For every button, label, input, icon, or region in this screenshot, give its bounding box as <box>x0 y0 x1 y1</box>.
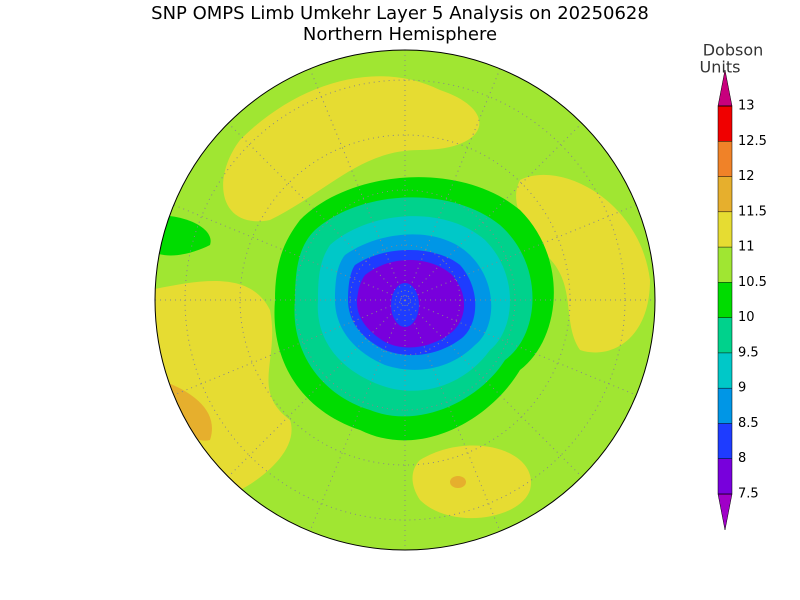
colorbar-tick-label: 11 <box>738 240 755 255</box>
ozone-field <box>155 50 655 550</box>
colorbar-band <box>718 176 732 212</box>
colorbar-tick-label: 9.5 <box>738 345 759 360</box>
colorbar-tick-label: 10 <box>738 310 755 325</box>
colorbar-band <box>718 352 732 389</box>
colorbar-band <box>718 282 732 318</box>
colorbar-tick-label: 7.5 <box>738 487 759 502</box>
colorbar-band <box>718 247 732 283</box>
colorbar-band <box>718 211 732 248</box>
colorbar-band <box>718 458 732 494</box>
colorbar-band <box>718 317 732 353</box>
colorbar-tick-label: 8 <box>738 451 746 466</box>
colorbar-tick-label: 13 <box>738 99 755 114</box>
subtitle: Northern Hemisphere <box>303 24 497 45</box>
field-high <box>412 445 531 519</box>
colorbar-band <box>718 106 732 142</box>
map-border <box>154 49 656 551</box>
colorbar-band <box>718 423 732 459</box>
meridian <box>155 50 655 550</box>
colorbar-tick-label: 9 <box>738 381 746 396</box>
colorbar: 7.5 8 8.5 9 9.5 10 10.5 11 11.5 12 12.5 13 <box>717 69 767 531</box>
field-high <box>516 174 650 353</box>
colorbar-label: Dobson <box>703 41 764 60</box>
field-higher <box>450 476 466 488</box>
title: SNP OMPS Limb Umkehr Layer 5 Analysis on… <box>151 3 649 24</box>
colorbar-tick-label: 8.5 <box>738 416 759 431</box>
colorbar-extension <box>717 493 733 531</box>
colorbar-tick-label: 12 <box>738 169 755 184</box>
colorbar-tick-label: 12.5 <box>738 134 767 149</box>
colorbar-band <box>718 141 732 177</box>
colorbar-label: Units <box>700 58 741 77</box>
colorbar-tick-label: 10.5 <box>738 275 767 290</box>
colorbar-band <box>718 388 732 424</box>
colorbar-tick-label: 11.5 <box>738 204 767 219</box>
